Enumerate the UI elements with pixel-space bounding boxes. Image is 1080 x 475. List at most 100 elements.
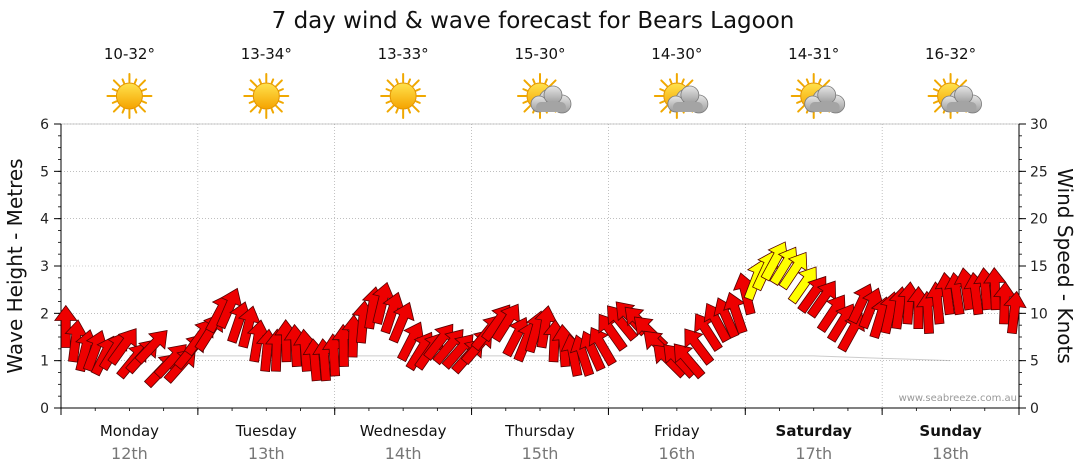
sun-ray (532, 78, 536, 85)
sun-ray (822, 79, 831, 88)
day-name-label: Saturday (776, 422, 853, 440)
plot-area (60, 123, 1020, 409)
wind-arrow (54, 304, 78, 348)
day-name-label: Friday (654, 422, 700, 440)
sun-ray (934, 79, 942, 88)
sun-ray (249, 104, 258, 113)
sun-ray (544, 78, 548, 85)
sun-ray (407, 78, 412, 85)
sun-ray (412, 104, 420, 113)
sun-ray (248, 100, 255, 104)
wind-arrow (673, 343, 706, 380)
sun-ray (133, 107, 138, 114)
sun-ray (796, 100, 802, 104)
sun-ray (818, 78, 822, 85)
sun-ray (660, 104, 668, 113)
day-date-label: 12th (111, 444, 148, 463)
y-tick-label-left: 5 (40, 164, 49, 180)
cloud-shape (530, 85, 572, 114)
sun-ray (942, 78, 947, 85)
day-name-label: Thursday (504, 422, 575, 440)
y-tick-label-left: 4 (40, 212, 49, 228)
temperature-label: 13-33° (378, 45, 429, 63)
wind-arrow (684, 328, 715, 366)
sun-ray (805, 78, 810, 85)
day-name-label: Wednesday (360, 422, 447, 440)
day-date-label: 16th (658, 444, 695, 463)
sun-ray (278, 88, 284, 92)
sun-ray (668, 78, 673, 85)
day-name-label: Tuesday (235, 422, 297, 440)
sun-ray (797, 79, 805, 88)
wind-arrow (134, 329, 168, 365)
sun-ray (522, 100, 529, 104)
chart-title: 7 day wind & wave forecast for Bears Lag… (272, 8, 795, 34)
sun-ray (278, 100, 284, 104)
sun-ray (523, 104, 532, 113)
cloud-base (672, 102, 703, 112)
sun-ray (141, 88, 148, 92)
sun-ray (415, 100, 421, 104)
sunny-icon (243, 73, 290, 119)
sun-ray (681, 78, 685, 85)
sun-ray (395, 107, 399, 114)
cloud-puff (680, 85, 700, 105)
sun-disc (389, 82, 417, 110)
temperature-label: 14-31° (788, 45, 839, 63)
sun-ray (659, 88, 665, 92)
cloud-puff (543, 85, 563, 105)
cloud-base (536, 102, 566, 112)
sun-ray (522, 88, 529, 92)
watermark: www.seabreeze.com.au (899, 393, 1017, 404)
sun-disc (115, 82, 143, 110)
sun-ray (407, 107, 412, 114)
y-tick-label-right: 5 (1030, 354, 1039, 370)
y-tick-label-left: 1 (40, 354, 49, 370)
sun-ray (111, 100, 118, 104)
sun-ray (959, 79, 968, 88)
sun-ray (660, 79, 668, 88)
y-tick-label-right: 30 (1030, 117, 1048, 133)
cloud-shape (804, 85, 846, 114)
cloud-base (809, 102, 840, 112)
partly-cloudy-icon (790, 73, 846, 119)
sun-ray (141, 100, 148, 104)
day-date-label: 15th (522, 444, 559, 463)
sun-ray (275, 79, 283, 88)
sun-ray (796, 88, 802, 92)
y-axis-right-label: Wind Speed - Knots (1053, 168, 1077, 364)
cloud-shape (667, 85, 709, 114)
sun-ray (249, 79, 258, 88)
day-date-label: 14th (385, 444, 422, 463)
y-tick-label-right: 15 (1030, 259, 1048, 275)
sun-ray (258, 78, 262, 85)
sun-ray (659, 100, 665, 104)
sun-ray (121, 107, 126, 114)
sun-ray (275, 104, 283, 113)
temperature-label: 10-32° (104, 45, 155, 63)
sun-ray (523, 79, 532, 88)
y-tick-label-right: 10 (1030, 306, 1048, 322)
day-name-label: Monday (100, 422, 159, 440)
wind-arrow (837, 312, 865, 353)
sunny-icon (106, 73, 153, 119)
sun-ray (111, 88, 118, 92)
cloud-puff (817, 85, 837, 105)
sun-ray (138, 104, 146, 113)
sun-ray (932, 100, 939, 104)
sun-ray (412, 79, 420, 88)
temperature-label: 16-32° (925, 45, 976, 63)
sun-ray (934, 104, 942, 113)
y-tick-label-right: 20 (1030, 212, 1048, 228)
sun-ray (386, 79, 395, 88)
sun-ray (385, 88, 392, 92)
day-date-label: 13th (248, 444, 285, 463)
sun-ray (270, 78, 275, 85)
partly-cloudy-icon (517, 73, 572, 119)
sun-ray (133, 78, 138, 85)
wind-arrow (388, 301, 415, 344)
cloud-base (946, 102, 977, 112)
sun-ray (548, 79, 557, 88)
sun-ray (138, 79, 146, 88)
